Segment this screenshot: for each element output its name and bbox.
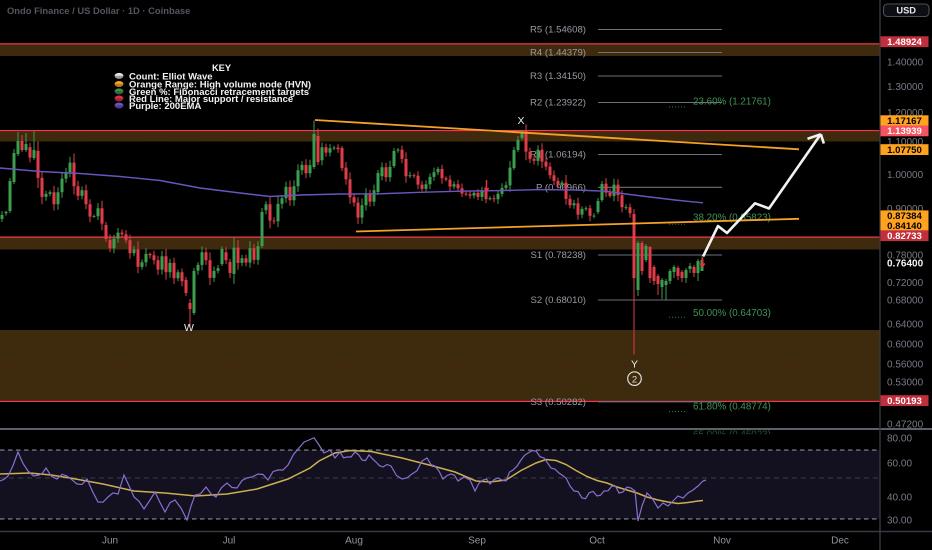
svg-text:0.56000: 0.56000 xyxy=(887,359,924,370)
svg-text:S1 (0.78238): S1 (0.78238) xyxy=(531,250,586,261)
svg-text:Sep: Sep xyxy=(468,536,486,547)
svg-text:Purple: 200EMA: Purple: 200EMA xyxy=(129,101,201,112)
svg-text:Green %: Fibonacci retracement: Green %: Fibonacci retracement targets xyxy=(129,87,309,98)
svg-text:0.87384: 0.87384 xyxy=(887,211,922,222)
svg-text:Dec: Dec xyxy=(831,536,849,547)
svg-text:0.53000: 0.53000 xyxy=(887,378,924,389)
svg-text:Aug: Aug xyxy=(345,536,363,547)
svg-text:P (0.96966): P (0.96966) xyxy=(536,183,586,194)
svg-text:Nov: Nov xyxy=(713,536,731,547)
svg-text:38.20% (0.85823): 38.20% (0.85823) xyxy=(693,213,771,224)
svg-text:0.78000: 0.78000 xyxy=(887,250,924,261)
svg-text:1.17167: 1.17167 xyxy=(887,116,922,127)
svg-text:R4 (1.44379): R4 (1.44379) xyxy=(530,48,586,59)
svg-text:61.80% (0.48774): 61.80% (0.48774) xyxy=(693,401,771,412)
svg-text:0.72000: 0.72000 xyxy=(887,278,924,289)
svg-text:1.30000: 1.30000 xyxy=(887,82,924,93)
svg-text:0.47200: 0.47200 xyxy=(887,420,924,431)
svg-text:30.00: 30.00 xyxy=(887,516,912,527)
svg-text:0.90000: 0.90000 xyxy=(887,204,924,215)
svg-text:1.13939: 1.13939 xyxy=(887,126,922,137)
svg-text:R2 (1.23922): R2 (1.23922) xyxy=(530,98,586,109)
svg-text:Orange Range: High volume node: Orange Range: High volume node (HVN) xyxy=(129,79,311,90)
svg-text:1.48924: 1.48924 xyxy=(887,37,922,48)
svg-text:50.00% (0.64703): 50.00% (0.64703) xyxy=(693,308,771,319)
svg-text:1.00000: 1.00000 xyxy=(887,170,924,181)
svg-text:2: 2 xyxy=(632,374,637,385)
svg-text:0.82733: 0.82733 xyxy=(887,231,922,242)
svg-text:W: W xyxy=(184,322,194,334)
svg-text:R3 (1.34150): R3 (1.34150) xyxy=(530,71,586,82)
svg-text:1.10000: 1.10000 xyxy=(887,137,924,148)
svg-text:0.84140: 0.84140 xyxy=(887,221,922,232)
svg-text:Ondo Finance / US Dollar · 1D: Ondo Finance / US Dollar · 1D · Coinbase xyxy=(7,5,190,16)
svg-text:0.68000: 0.68000 xyxy=(887,296,924,307)
svg-text:0.76400: 0.76400 xyxy=(887,258,924,269)
svg-text:KEY: KEY xyxy=(212,63,232,73)
svg-text:0.60000: 0.60000 xyxy=(887,339,924,350)
svg-text:S2 (0.68010): S2 (0.68010) xyxy=(531,295,586,306)
svg-text:Jul: Jul xyxy=(223,536,236,547)
svg-text:23.60% (1.21761): 23.60% (1.21761) xyxy=(693,96,771,107)
svg-text:S3 (0.50282): S3 (0.50282) xyxy=(531,397,586,408)
svg-text:1.40000: 1.40000 xyxy=(887,58,924,69)
svg-text:R5 (1.54608): R5 (1.54608) xyxy=(530,25,586,36)
svg-text:80.00: 80.00 xyxy=(887,434,912,445)
svg-text:1.20000: 1.20000 xyxy=(887,108,924,119)
svg-text:X: X xyxy=(517,115,524,127)
svg-text:R1 (1.06194): R1 (1.06194) xyxy=(530,150,586,161)
svg-text:Y: Y xyxy=(631,359,638,371)
svg-text:Count: Elliot Wave: Count: Elliot Wave xyxy=(129,71,213,82)
svg-text:0.50193: 0.50193 xyxy=(887,396,922,407)
svg-text:1.07750: 1.07750 xyxy=(887,145,922,156)
svg-text:Jun: Jun xyxy=(102,536,118,547)
svg-text:Oct: Oct xyxy=(589,536,605,547)
svg-text:40.00: 40.00 xyxy=(887,492,912,503)
svg-text:USD: USD xyxy=(896,5,916,15)
svg-text:65.00% (0.45023): 65.00% (0.45023) xyxy=(693,430,771,441)
svg-text:0.64000: 0.64000 xyxy=(887,319,924,330)
svg-text:60.00: 60.00 xyxy=(887,458,912,469)
svg-text:Red Line: Major support / resi: Red Line: Major support / resistance xyxy=(129,94,293,105)
